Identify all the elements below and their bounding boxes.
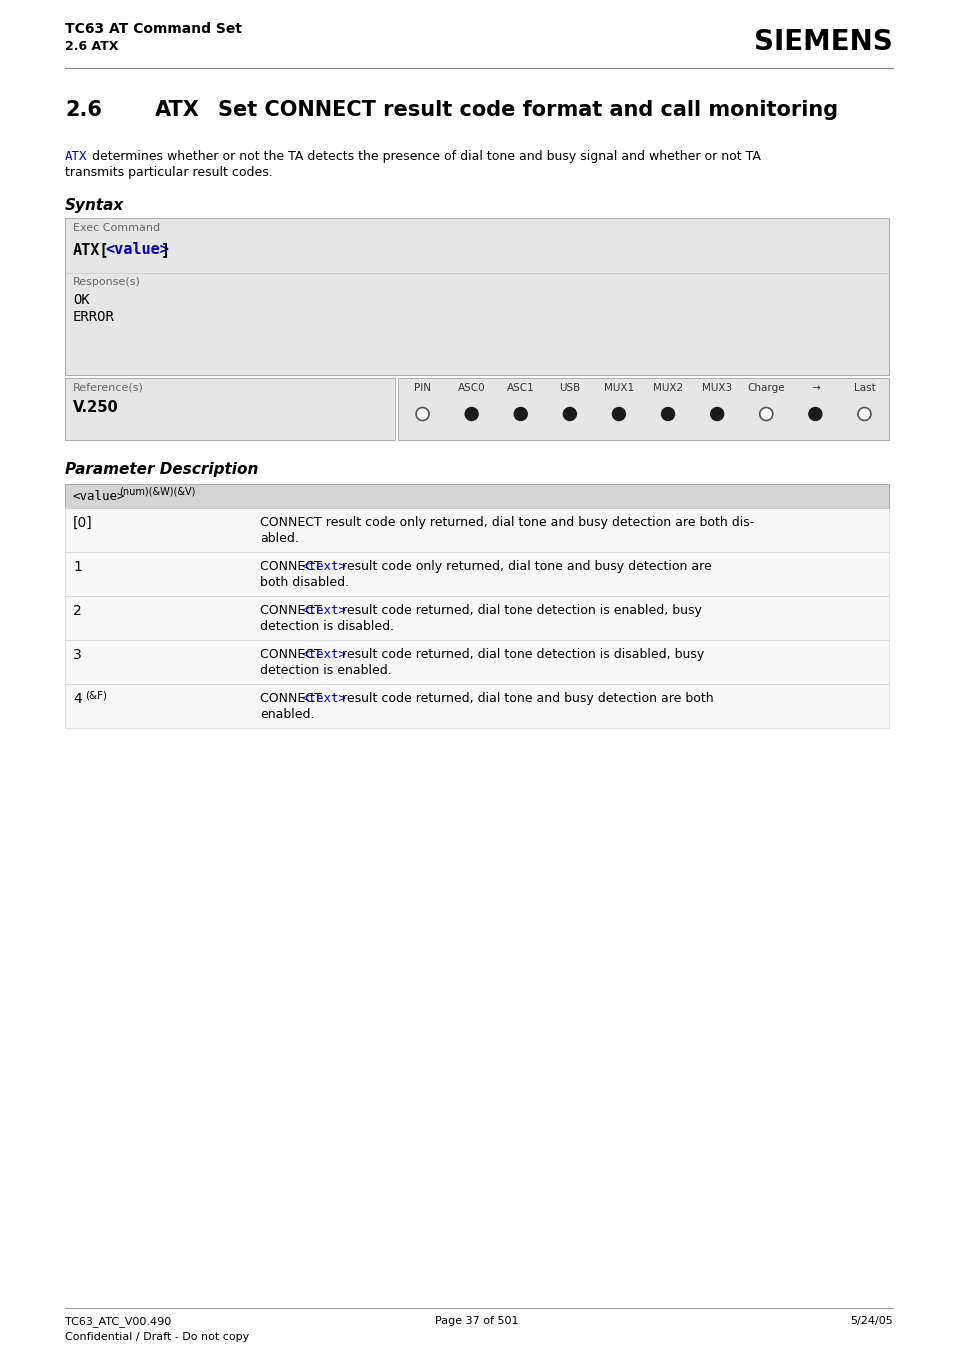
FancyBboxPatch shape <box>65 553 888 596</box>
Text: TC63_ATC_V00.490: TC63_ATC_V00.490 <box>65 1316 172 1327</box>
Text: transmits particular result codes.: transmits particular result codes. <box>65 166 273 178</box>
Text: result code only returned, dial tone and busy detection are: result code only returned, dial tone and… <box>337 561 711 573</box>
Text: result code returned, dial tone detection is enabled, busy: result code returned, dial tone detectio… <box>337 604 700 617</box>
Text: [0]: [0] <box>73 516 92 530</box>
Text: determines whether or not the TA detects the presence of dial tone and busy sign: determines whether or not the TA detects… <box>88 150 760 163</box>
Text: result code returned, dial tone and busy detection are both: result code returned, dial tone and busy… <box>337 692 713 705</box>
Text: PIN: PIN <box>414 382 431 393</box>
Text: MUX2: MUX2 <box>652 382 682 393</box>
FancyBboxPatch shape <box>65 378 395 440</box>
Text: MUX3: MUX3 <box>701 382 732 393</box>
Text: abled.: abled. <box>260 532 298 544</box>
FancyBboxPatch shape <box>65 218 888 376</box>
Text: V.250: V.250 <box>73 400 118 415</box>
Text: ]: ] <box>161 242 170 257</box>
Circle shape <box>514 408 527 420</box>
Text: 4: 4 <box>73 692 82 707</box>
Text: result code returned, dial tone detection is disabled, busy: result code returned, dial tone detectio… <box>337 648 703 661</box>
Circle shape <box>808 408 821 420</box>
Text: CONNECT result code only returned, dial tone and busy detection are both dis-: CONNECT result code only returned, dial … <box>260 516 754 530</box>
Text: Parameter Description: Parameter Description <box>65 462 258 477</box>
Circle shape <box>416 408 429 420</box>
Text: Charge: Charge <box>746 382 784 393</box>
Text: CONNECT: CONNECT <box>260 692 325 705</box>
Text: both disabled.: both disabled. <box>260 576 349 589</box>
Text: 1: 1 <box>73 561 82 574</box>
Text: CONNECT: CONNECT <box>260 604 325 617</box>
Text: <text>: <text> <box>301 692 346 705</box>
Text: SIEMENS: SIEMENS <box>754 28 892 55</box>
Text: detection is enabled.: detection is enabled. <box>260 663 392 677</box>
Text: Page 37 of 501: Page 37 of 501 <box>435 1316 518 1325</box>
Text: <text>: <text> <box>301 561 346 573</box>
Text: enabled.: enabled. <box>260 708 314 721</box>
FancyBboxPatch shape <box>65 684 888 728</box>
Text: <text>: <text> <box>301 604 346 617</box>
Text: CONNECT: CONNECT <box>260 648 325 661</box>
Text: (num)(&W)(&V): (num)(&W)(&V) <box>119 486 195 496</box>
FancyBboxPatch shape <box>65 596 888 640</box>
Text: Reference(s): Reference(s) <box>73 382 144 393</box>
Circle shape <box>660 408 674 420</box>
Text: <text>: <text> <box>301 648 346 661</box>
Text: 2.6 ATX: 2.6 ATX <box>65 41 118 53</box>
Text: Set CONNECT result code format and call monitoring: Set CONNECT result code format and call … <box>218 100 838 120</box>
Circle shape <box>563 408 576 420</box>
Text: CONNECT: CONNECT <box>260 561 325 573</box>
Circle shape <box>857 408 870 420</box>
Text: ATX[: ATX[ <box>73 242 110 257</box>
Text: 5/24/05: 5/24/05 <box>849 1316 892 1325</box>
Circle shape <box>759 408 772 420</box>
Circle shape <box>612 408 625 420</box>
Text: 2: 2 <box>73 604 82 617</box>
Text: ASC0: ASC0 <box>457 382 485 393</box>
Text: →: → <box>810 382 819 393</box>
FancyBboxPatch shape <box>65 508 888 553</box>
FancyBboxPatch shape <box>65 640 888 684</box>
FancyBboxPatch shape <box>65 484 888 508</box>
Text: USB: USB <box>558 382 579 393</box>
Text: OK: OK <box>73 293 90 307</box>
Text: Exec Command: Exec Command <box>73 223 160 232</box>
Text: Confidential / Draft - Do not copy: Confidential / Draft - Do not copy <box>65 1332 249 1342</box>
FancyBboxPatch shape <box>397 378 888 440</box>
Text: <value>: <value> <box>105 242 169 257</box>
Text: Response(s): Response(s) <box>73 277 141 286</box>
Circle shape <box>710 408 723 420</box>
Text: ERROR: ERROR <box>73 309 114 324</box>
Text: MUX1: MUX1 <box>603 382 634 393</box>
Text: Last: Last <box>853 382 875 393</box>
Text: <value>: <value> <box>73 490 126 503</box>
Text: ASC1: ASC1 <box>506 382 534 393</box>
Text: detection is disabled.: detection is disabled. <box>260 620 394 634</box>
Text: ATX: ATX <box>154 100 200 120</box>
Text: 3: 3 <box>73 648 82 662</box>
Text: Syntax: Syntax <box>65 199 124 213</box>
Text: (&F): (&F) <box>85 690 107 700</box>
Text: 2.6: 2.6 <box>65 100 102 120</box>
Circle shape <box>465 408 477 420</box>
Text: ATX: ATX <box>65 150 88 163</box>
Text: TC63 AT Command Set: TC63 AT Command Set <box>65 22 242 36</box>
